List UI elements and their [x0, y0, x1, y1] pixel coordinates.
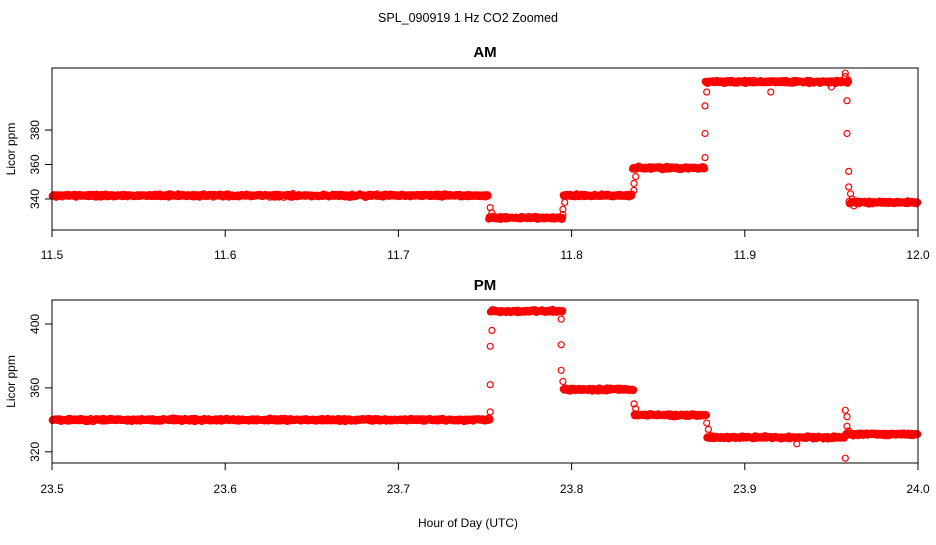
y-tick-label: 400	[28, 314, 42, 334]
data-points-am	[48, 69, 922, 223]
data-point	[845, 427, 853, 435]
data-point	[845, 183, 853, 191]
plot-frame-pm	[51, 299, 919, 464]
data-point	[486, 342, 494, 350]
y-tick-label: 320	[28, 441, 42, 461]
data-point	[701, 102, 709, 110]
data-point	[559, 205, 567, 213]
x-tick-label: 24.0	[906, 482, 930, 496]
data-point	[630, 386, 638, 394]
data-points-pm	[48, 305, 922, 462]
data-point	[559, 377, 567, 386]
panel-title-pm: PM	[474, 277, 497, 294]
x-tick-label: 11.6	[214, 248, 237, 262]
x-tick-label: 23.6	[214, 482, 238, 496]
y-axis-label-pm: Licor ppm	[4, 355, 18, 408]
x-tick-label: 11.9	[734, 248, 757, 262]
y-tick-label: 360	[28, 154, 42, 174]
y-tick-label: 360	[28, 378, 42, 398]
data-point	[628, 190, 636, 198]
data-point	[559, 210, 567, 219]
data-point	[843, 413, 851, 421]
data-point	[486, 416, 494, 424]
data-point	[559, 213, 567, 222]
data-point	[843, 422, 851, 430]
data-point	[701, 154, 709, 162]
data-point	[630, 179, 638, 188]
data-point	[702, 411, 711, 419]
x-tick-label: 12.0	[906, 248, 930, 262]
x-tick-label: 23.5	[40, 482, 64, 496]
data-point	[630, 400, 638, 408]
data-point	[561, 198, 569, 206]
figure-title: SPL_090919 1 Hz CO2 Zoomed	[378, 11, 558, 25]
data-point	[843, 97, 851, 105]
data-point	[841, 454, 849, 462]
panel-am: AM Licor ppm 11.5 11.6 11.7 11.8 11.9 12.0 340 36…	[4, 44, 930, 262]
data-point	[486, 381, 494, 389]
data-point	[630, 186, 638, 194]
data-point	[488, 326, 496, 334]
data-point	[704, 425, 713, 433]
data-point	[793, 440, 801, 448]
x-tick-label: 11.8	[560, 248, 583, 262]
data-point	[488, 209, 496, 217]
data-point	[557, 366, 565, 374]
y-tick-label: 340	[28, 189, 42, 209]
data-point	[841, 406, 849, 414]
panel-title-am: AM	[473, 44, 496, 61]
data-point	[557, 341, 565, 349]
data-point	[843, 129, 851, 138]
data-point	[559, 307, 567, 315]
data-point	[767, 88, 775, 96]
data-point	[484, 192, 492, 200]
data-point	[486, 408, 494, 416]
figure-x-axis-label: Hour of Day (UTC)	[418, 516, 518, 530]
y-tick-label: 380	[28, 120, 42, 140]
data-point	[557, 315, 565, 323]
x-tick-label: 11.5	[41, 248, 64, 262]
data-point	[841, 69, 849, 77]
y-axis-label-am: Licor ppm	[4, 123, 18, 176]
data-point	[701, 129, 709, 138]
data-point	[703, 419, 711, 427]
x-tick-label: 23.8	[560, 482, 584, 496]
x-tick-label: 23.7	[387, 482, 411, 496]
data-point	[850, 202, 858, 210]
data-point	[848, 195, 856, 203]
data-point	[632, 405, 640, 413]
data-point	[827, 83, 836, 91]
data-point	[841, 72, 849, 81]
data-point	[632, 173, 640, 181]
x-tick-label: 11.7	[387, 248, 410, 262]
data-point	[845, 167, 853, 175]
data-point	[701, 165, 709, 173]
plot-frame-am	[51, 67, 919, 231]
data-point	[703, 88, 711, 96]
panel-pm: PM Licor ppm 23.5 23.6 23.7 23.8 23.9 24.0 320 36…	[4, 277, 930, 496]
x-tick-label: 23.9	[733, 482, 757, 496]
data-point	[844, 77, 853, 86]
